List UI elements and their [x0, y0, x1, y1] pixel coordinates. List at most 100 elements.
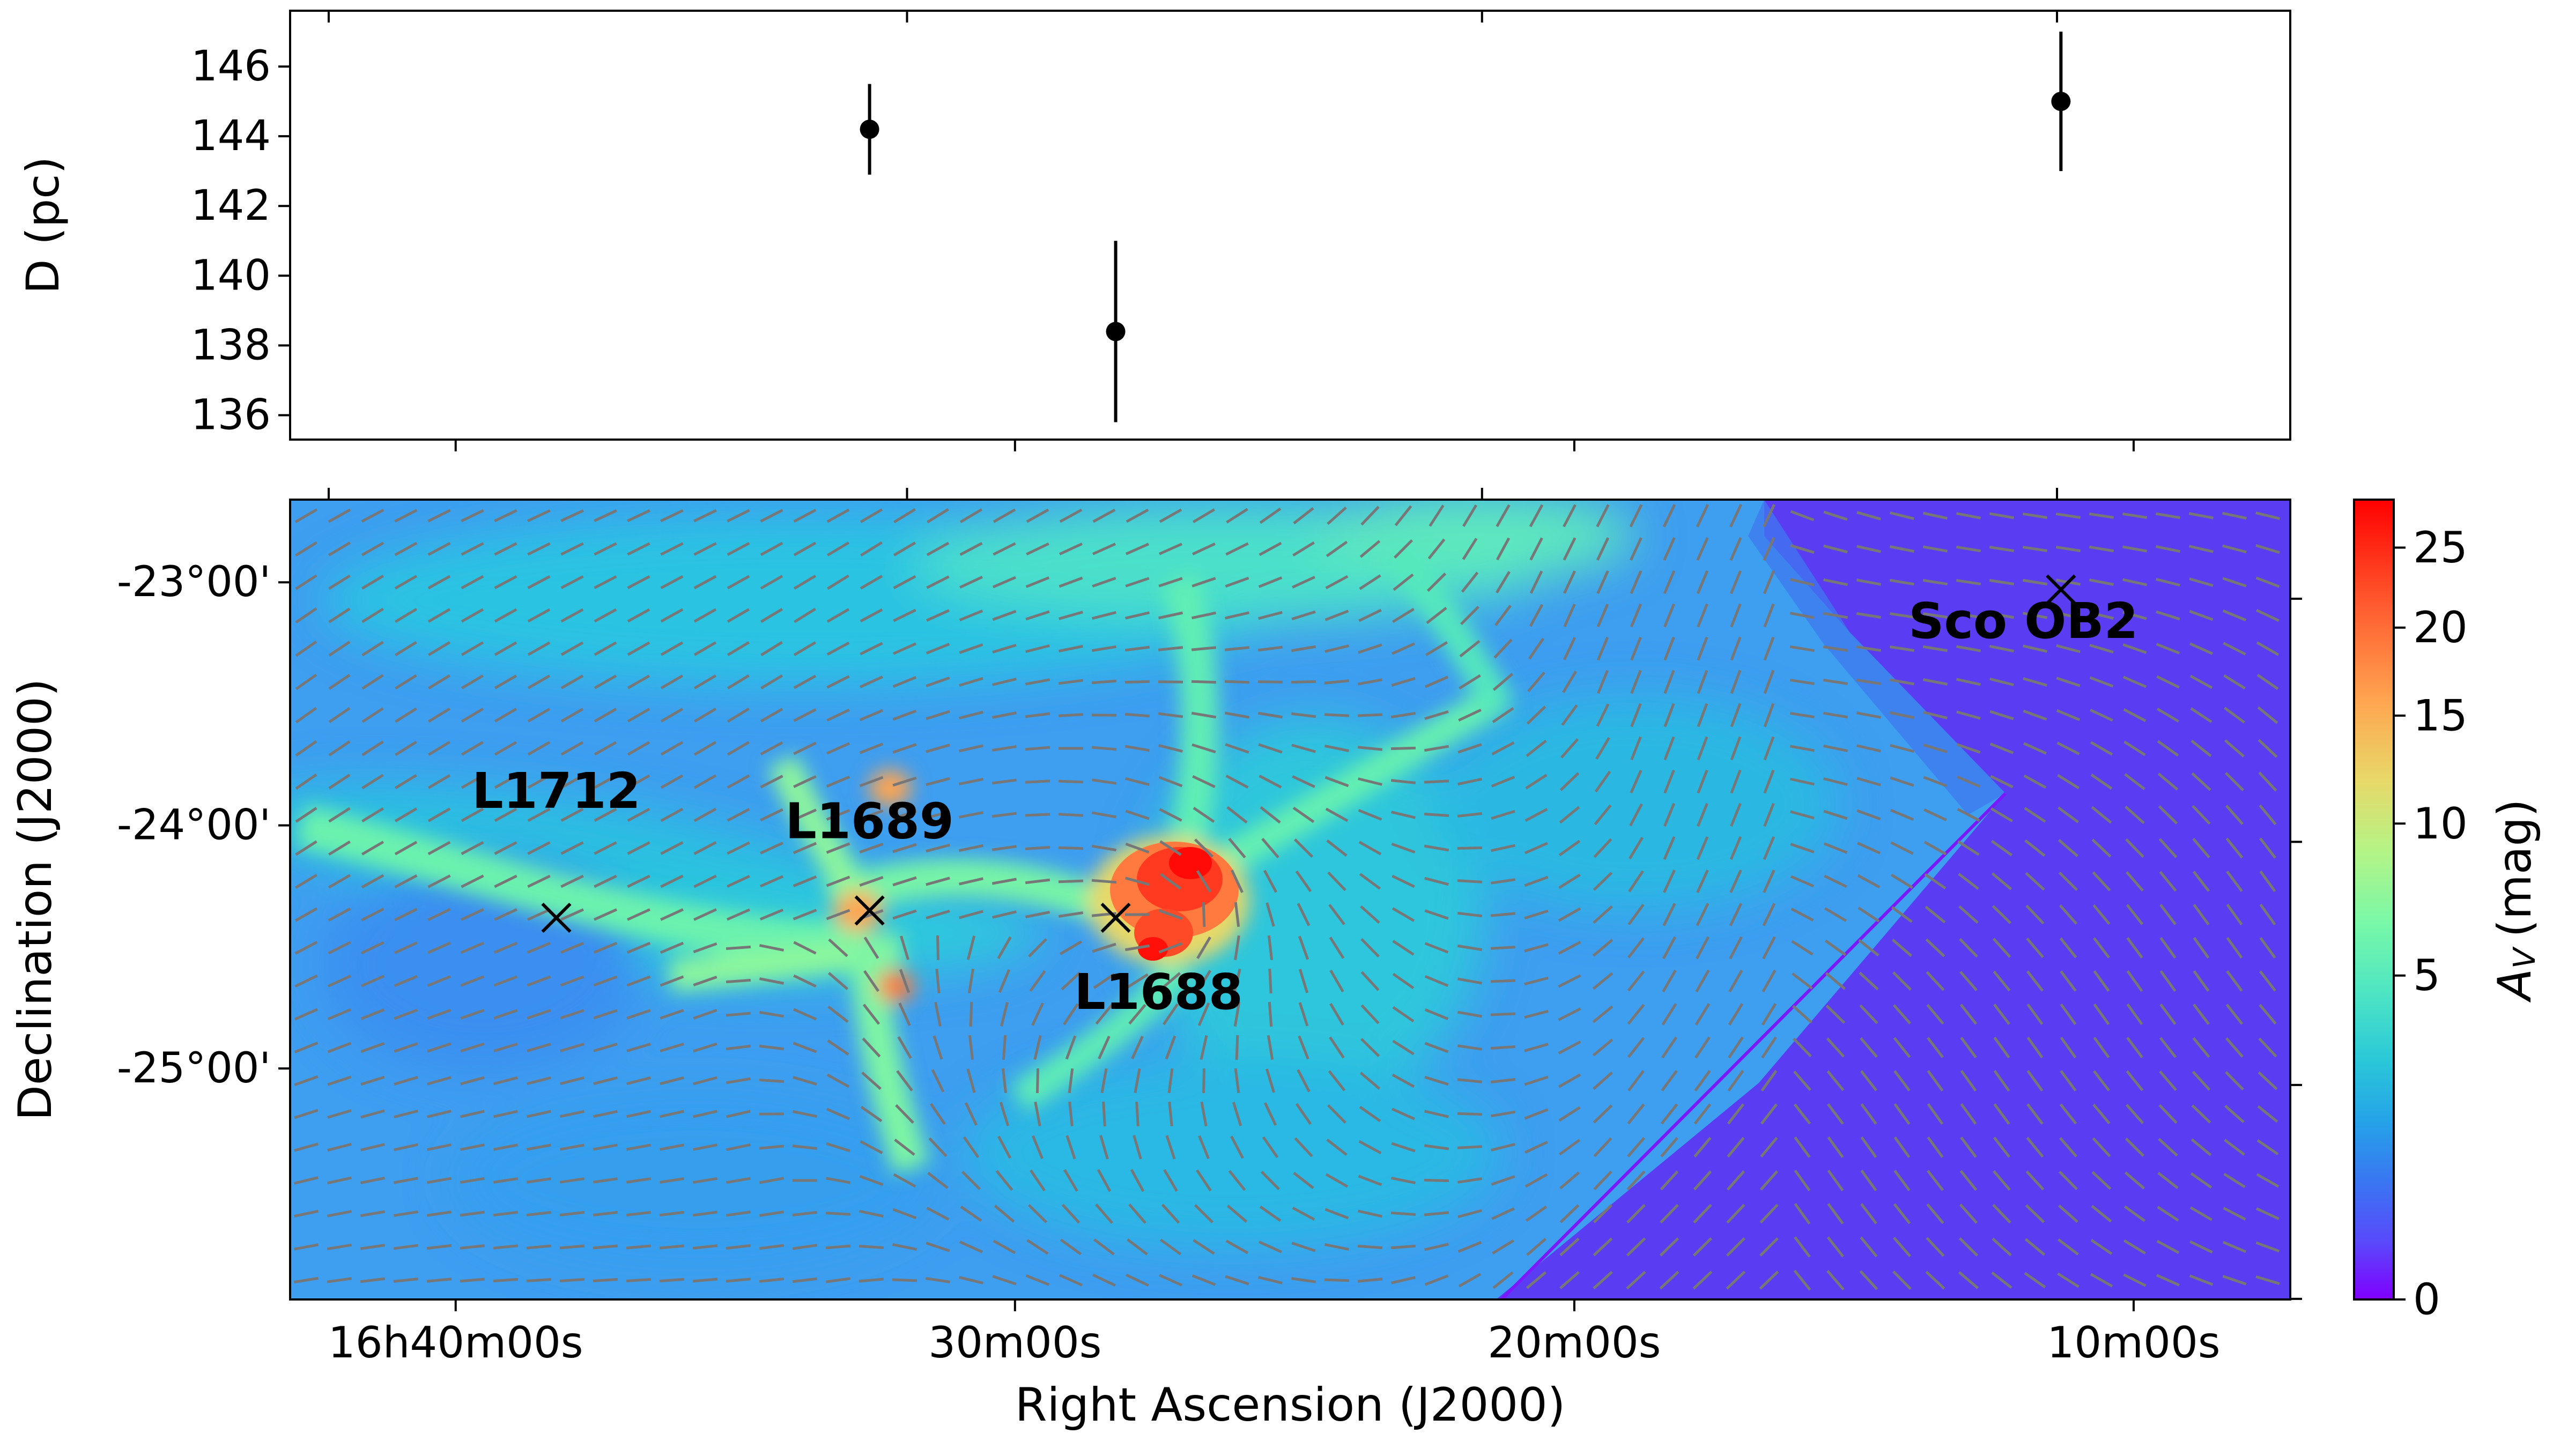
- polarization-vector: [395, 641, 417, 657]
- polarization-vector: [1092, 577, 1116, 588]
- polarization-vector: [1891, 906, 1913, 923]
- polarization-vector: [493, 1009, 518, 1020]
- polarization-vector: [1991, 1271, 2012, 1289]
- polarization-vector: [1326, 839, 1348, 857]
- polarization-vector: [2225, 1071, 2244, 1091]
- polarization-vector: [1124, 645, 1150, 652]
- polarization-vector: [327, 1210, 352, 1217]
- polarization-vector: [759, 875, 784, 888]
- polarization-vector: [892, 1278, 917, 1282]
- polarization-vector: [1558, 907, 1581, 922]
- polarization-vector: [1663, 603, 1675, 628]
- polarization-vector: [1028, 938, 1047, 958]
- polarization-vector: [1823, 510, 1848, 521]
- polarization-vector: [328, 774, 351, 790]
- polarization-vector: [1956, 579, 1981, 585]
- polarization-vector: [1025, 610, 1050, 621]
- polarization-vector: [727, 509, 750, 523]
- polarization-vector: [1357, 746, 1383, 751]
- polarization-vector: [1358, 1175, 1382, 1186]
- polarization-vector: [1763, 603, 1775, 628]
- polarization-vector: [361, 740, 384, 756]
- polarization-vector: [793, 508, 817, 523]
- polarization-vector: [2226, 903, 2243, 926]
- polarization-vector: [1424, 1042, 1449, 1053]
- polarization-vector: [627, 542, 650, 556]
- polarization-vector: [994, 1205, 1015, 1223]
- polarization-vector: [2156, 610, 2180, 621]
- polarization-vector: [1059, 543, 1083, 555]
- polarization-vector: [2122, 512, 2148, 519]
- polarization-vector: [560, 708, 584, 723]
- polarization-vector: [1267, 935, 1274, 961]
- polarization-vector: [1763, 504, 1775, 528]
- polarization-vector: [659, 1244, 685, 1250]
- polarization-vector: [893, 608, 916, 622]
- polarization-vector: [393, 1177, 419, 1184]
- polarization-vector: [494, 774, 517, 789]
- polarization-vector: [2156, 1239, 2180, 1254]
- polarization-vector: [295, 640, 317, 657]
- polarization-vector: [958, 777, 984, 786]
- polarization-vector: [2191, 1104, 2211, 1124]
- polarization-vector: [727, 741, 750, 756]
- polarization-vector: [295, 673, 317, 690]
- polarization-vector: [1326, 1138, 1348, 1156]
- polarization-vector: [793, 1008, 817, 1021]
- polarization-vector: [2157, 740, 2179, 757]
- polarization-vector: [295, 607, 317, 623]
- polarization-vector: [527, 908, 551, 921]
- polarization-vector: [1358, 841, 1382, 856]
- polarization-vector: [1298, 935, 1309, 960]
- polarization-vector: [693, 708, 717, 723]
- polarization-vector: [958, 844, 984, 852]
- polarization-vector: [1827, 1136, 1844, 1158]
- polarization-vector: [395, 674, 417, 690]
- polarization-vector: [1890, 776, 1914, 787]
- polarization-vector: [1823, 578, 1848, 586]
- polarization-vector: [295, 707, 317, 724]
- source-marker: [541, 902, 572, 933]
- polarization-vector: [2022, 546, 2048, 552]
- polarization-vector: [1058, 879, 1084, 883]
- polarization-vector: [527, 1043, 551, 1052]
- polarization-vector: [1693, 1170, 1712, 1191]
- polarization-vector: [1291, 1242, 1316, 1252]
- polarization-vector: [1730, 803, 1742, 827]
- polarization-vector: [1424, 942, 1449, 954]
- polarization-vector: [2091, 1171, 2112, 1190]
- polarization-vector: [1091, 844, 1117, 852]
- polarization-vector: [1956, 545, 1981, 553]
- polarization-vector: [1823, 744, 1848, 753]
- polarization-vector: [427, 874, 451, 888]
- polarization-vector: [826, 508, 850, 523]
- polarization-vector: [892, 642, 917, 655]
- polarization-vector: [1030, 1169, 1046, 1192]
- polarization-vector: [1491, 809, 1515, 820]
- polarization-vector: [461, 708, 484, 723]
- colorbar-ticks: 0 5 10 15 20 25: [2394, 523, 2468, 1325]
- polarization-vector: [2126, 1037, 2143, 1058]
- polarization-vector: [1596, 636, 1609, 661]
- polarization-vector: [1392, 940, 1415, 956]
- polarization-vector: [1696, 870, 1709, 893]
- polarization-vector: [360, 1075, 385, 1086]
- polarization-vector: [560, 1009, 584, 1020]
- polarization-vector: [727, 808, 750, 822]
- polarization-vector: [1790, 544, 1815, 554]
- polarization-vector: [1392, 642, 1415, 655]
- polarization-vector: [1034, 1101, 1041, 1127]
- polarization-vector: [759, 1079, 785, 1083]
- polarization-vector: [859, 709, 884, 722]
- polarization-vector: [461, 542, 484, 556]
- polarization-vector: [1593, 1104, 1613, 1124]
- polarization-vector: [1191, 711, 1217, 719]
- polarization-vector: [1989, 612, 2015, 619]
- polarization-vector: [1525, 1173, 1548, 1188]
- polarization-vector: [1663, 836, 1676, 860]
- polarization-vector: [727, 575, 750, 590]
- polarization-vector: [1663, 803, 1676, 827]
- polarization-vector: [2059, 1103, 2077, 1125]
- polarization-vector: [1359, 1072, 1381, 1090]
- polarization-vector: [1593, 1170, 1612, 1191]
